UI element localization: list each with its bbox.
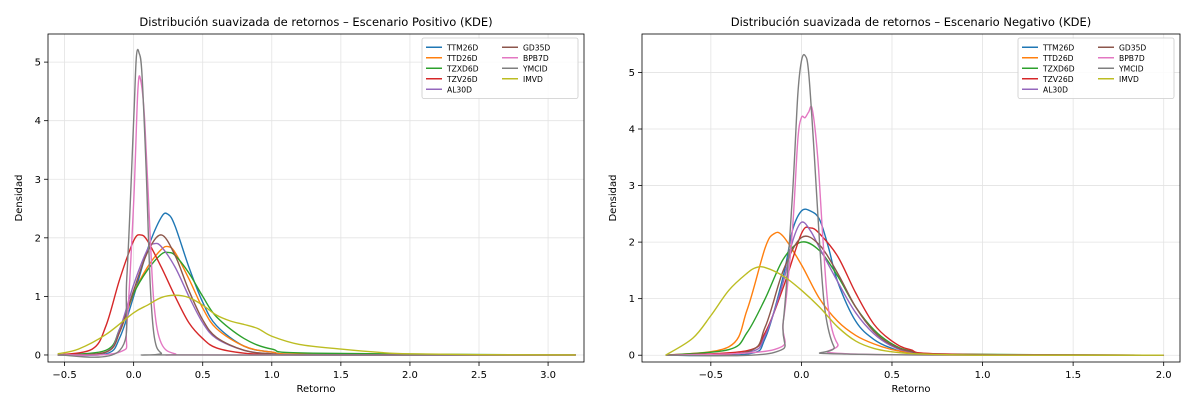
x-axis-label: Retorno (891, 384, 930, 395)
legend-label-al30d: AL30D (1043, 85, 1068, 94)
chart-panel-1: −0.5 0.0 0.5 1.0 1.5 2.0 2.5 3.0 0 1 2 3 4 5 Distribuc… (14, 15, 585, 395)
legend-label-bpb7d: BPB7D (1119, 54, 1145, 63)
legend-label-ttm26d: TTM26D (446, 43, 478, 52)
y-tick-label: 0 (629, 351, 635, 362)
legend-label-gd35d: GD35D (1119, 43, 1146, 52)
series-line-tzv26d (57, 234, 576, 356)
legend-label-ymcid: YMCID (1118, 64, 1144, 73)
series-line-gd35d (665, 235, 1164, 356)
axes-frame (641, 33, 1181, 363)
x-tick-label: 0.5 (195, 370, 211, 381)
series-line-ttd26d (665, 231, 1164, 356)
y-tick-label: 1 (629, 294, 635, 305)
y-axis-label: Densidad (14, 174, 25, 221)
legend-label-tzv26d: TZV26D (1042, 75, 1074, 84)
x-tick-label: −0.5 (699, 370, 723, 381)
y-tick-label: 1 (35, 292, 41, 303)
series-line-ymcid (57, 48, 576, 358)
legend-label-bpb7d: BPB7D (523, 54, 549, 63)
legend-label-ttm26d: TTM26D (1042, 43, 1074, 52)
legend-label-ttd26d: TTD26D (446, 54, 478, 63)
x-tick-label: 2.0 (402, 370, 418, 381)
y-tick-label: 5 (35, 58, 41, 69)
legend-label-tzxd6d: TZXD6D (1042, 64, 1075, 73)
chart-title: Distribución suavizada de retornos – Esc… (731, 15, 1091, 29)
series-line-ymcid (665, 53, 1164, 357)
series-line-imvd (57, 294, 576, 356)
x-tick-label: 0.0 (793, 370, 809, 381)
legend-label-al30d: AL30D (447, 85, 472, 94)
y-tick-label: 2 (35, 233, 41, 244)
x-tick-label: 0.5 (884, 370, 900, 381)
legend-label-tzv26d: TZV26D (446, 75, 478, 84)
x-tick-label: 2.5 (471, 370, 487, 381)
y-tick-label: 5 (629, 68, 635, 79)
x-tick-label: 2.0 (1156, 370, 1172, 381)
legend-label-gd35d: GD35D (523, 43, 550, 52)
y-tick-label: 3 (35, 175, 41, 186)
y-tick-label: 4 (35, 116, 41, 127)
x-tick-label: 1.5 (333, 370, 349, 381)
legend-label-ymcid: YMCID (522, 64, 548, 73)
legend-label-ttd26d: TTD26D (1042, 54, 1074, 63)
y-tick-label: 2 (629, 238, 635, 249)
legend-box (421, 37, 579, 99)
series-line-tzv26d (665, 226, 1164, 356)
legend-label-imvd: IMVD (523, 75, 543, 84)
legend-label-tzxd6d: TZXD6D (446, 64, 479, 73)
legend-label-imvd: IMVD (1119, 75, 1139, 84)
x-tick-label: −0.5 (52, 370, 76, 381)
y-tick-label: 3 (629, 181, 635, 192)
x-axis-label: Retorno (296, 384, 335, 395)
y-tick-label: 0 (35, 350, 41, 361)
series-line-bpb7d (665, 105, 1164, 356)
series-line-gd35d (57, 234, 576, 356)
y-tick-label: 4 (629, 125, 635, 136)
series-line-al30d (57, 242, 576, 356)
x-tick-label: 1.0 (264, 370, 280, 381)
x-tick-label: 3.0 (540, 370, 556, 381)
axes-frame (47, 33, 585, 363)
x-tick-label: 1.0 (975, 370, 991, 381)
x-tick-label: 0.0 (126, 370, 142, 381)
series-line-tzxd6d (57, 251, 576, 356)
series-line-imvd (665, 265, 1164, 356)
chart-panel-2: −0.5 0.0 0.5 1.0 1.5 2.0 0 1 2 3 4 5 Distribución su… (608, 15, 1181, 395)
series-line-ttd26d (57, 245, 576, 356)
x-tick-label: 1.5 (1065, 370, 1081, 381)
chart-title: Distribución suavizada de retornos – Esc… (139, 15, 492, 29)
series-line-bpb7d (57, 75, 576, 356)
legend-box (1017, 37, 1175, 99)
y-axis-label: Densidad (608, 174, 619, 221)
